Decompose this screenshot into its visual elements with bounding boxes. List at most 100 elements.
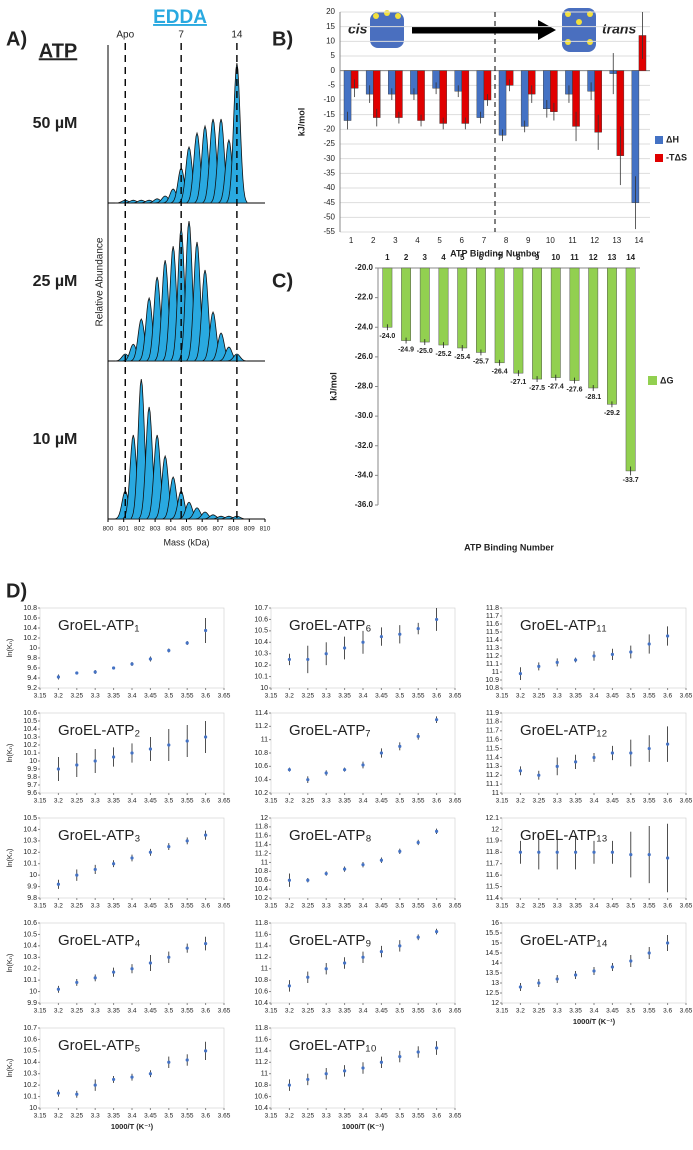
y-tick-label: 11.2: [255, 850, 268, 857]
data-point: [555, 850, 559, 854]
data-point: [610, 965, 615, 969]
y-tick-label: 11.7: [486, 728, 499, 735]
y-tick-label: 11: [261, 1071, 268, 1078]
y-tick-label: -15: [323, 110, 335, 119]
bar: [498, 70, 507, 136]
panel-label: C): [272, 270, 293, 292]
x-tick-label: 805: [181, 526, 192, 533]
y-tick-label: 15: [326, 22, 335, 31]
x-tick-label: 3.65: [449, 1113, 462, 1120]
x-tick-label: 3.35: [338, 798, 351, 805]
data-point: [647, 951, 651, 955]
value-label: -28.1: [585, 394, 601, 401]
y-tick-label: 10.7: [254, 605, 268, 612]
y-tick-label: 12.1: [485, 815, 499, 822]
y-tick-label: 11.8: [486, 605, 499, 612]
bar: [457, 267, 468, 349]
panel-title: GroEL-ATP₃: [58, 827, 141, 844]
x-tick-label: 3.2: [516, 1008, 525, 1015]
data-point: [112, 862, 116, 866]
data-point: [416, 734, 420, 738]
data-point: [167, 648, 171, 653]
y-tick-label: 13.5: [485, 970, 499, 977]
y-axis-label: ln(Kₙ): [5, 848, 14, 867]
y-tick-label: 10.2: [23, 966, 37, 973]
y-tick-label: -30: [323, 154, 335, 163]
y-tick-label: 9.9: [27, 766, 37, 773]
arrow: [412, 20, 556, 40]
y-tick-label: 11.8: [486, 849, 499, 856]
series-label: 50 µM: [33, 115, 78, 132]
y-tick-label: 11.5: [486, 883, 499, 890]
x-tick-label: 3.6: [201, 693, 210, 700]
value-label: -26.4: [492, 369, 508, 376]
x-tick-label: 3.3: [322, 903, 331, 910]
x-tick-label: 3.2: [54, 903, 63, 910]
y-tick-label: 10.4: [254, 886, 268, 893]
y-axis-label: Relative Abundance: [95, 237, 106, 326]
x-tick-label: 3.3: [553, 693, 562, 700]
y-tick-label: 11.4: [486, 754, 499, 761]
x-tick-label: 3.2: [285, 798, 294, 805]
x-tick-label: 3.2: [285, 903, 294, 910]
y-tick-label: 9.8: [27, 774, 37, 781]
x-tick-label: 3.35: [338, 1008, 351, 1015]
x-tick-label: 3: [423, 253, 428, 262]
y-tick-label: 10.6: [254, 763, 268, 770]
value-label: -27.5: [529, 385, 545, 392]
bar: [588, 267, 599, 389]
bar: [550, 267, 561, 378]
value-label: -33.7: [623, 477, 639, 484]
y-tick-label: 11.4: [486, 895, 499, 902]
x-tick-label: 11: [570, 253, 579, 262]
x-axis-label: ATP Binding Number: [450, 248, 540, 258]
y-tick-label: -35: [323, 168, 335, 177]
x-tick-label: 3.2: [285, 693, 294, 700]
data-point: [324, 967, 328, 971]
data-point: [574, 973, 578, 977]
x-tick-label: 3.15: [265, 903, 278, 910]
data-point: [185, 946, 189, 950]
y-tick-label: 10.4: [254, 777, 268, 784]
y-tick-label: 10.8: [23, 605, 37, 612]
y-tick-label: 15.5: [485, 930, 499, 937]
data-point: [343, 1069, 347, 1073]
x-tick-label: 3.65: [449, 693, 462, 700]
y-tick-label: 9.8: [27, 655, 37, 662]
x-tick-label: 5: [460, 253, 465, 262]
x-tick-label: 3.5: [626, 693, 635, 700]
data-point: [416, 626, 420, 631]
y-tick-label: 10.1: [23, 1093, 37, 1100]
x-axis-label: 1000/T (K⁻¹): [573, 1017, 616, 1026]
y-tick-label: 11.4: [255, 943, 268, 950]
data-point: [435, 617, 439, 622]
x-tick-label: 3.25: [301, 903, 314, 910]
y-tick-label: 10.3: [23, 838, 37, 845]
x-tick-label: 14: [634, 236, 643, 245]
y-tick-label: 10.4: [23, 943, 37, 950]
x-tick-label: 3.5: [626, 1008, 635, 1015]
bar: [439, 70, 447, 124]
x-tick-label: 3.45: [606, 798, 619, 805]
x-tick-label: 3.5: [395, 798, 404, 805]
y-tick-label: 10.1: [254, 673, 268, 680]
x-tick-label: 3.35: [107, 798, 120, 805]
annotation: trans: [602, 21, 636, 37]
y-tick-label: 10.4: [23, 726, 37, 733]
y-tick-label: 10.4: [254, 1000, 268, 1007]
y-tick-label: 9.9: [27, 1000, 37, 1007]
data-point: [204, 735, 208, 739]
y-tick-label: -28.0: [355, 382, 374, 391]
x-tick-label: 3.6: [432, 798, 441, 805]
x-tick-label: 3.25: [301, 693, 314, 700]
data-point: [555, 977, 559, 981]
y-tick-label: 9.6: [27, 665, 37, 672]
x-tick-label: 3.6: [201, 903, 210, 910]
y-tick-label: 11.6: [486, 737, 499, 744]
y-tick-label: 11.6: [486, 872, 499, 879]
x-tick-label: 7: [482, 236, 487, 245]
x-tick-label: 10: [546, 236, 555, 245]
data-point: [379, 949, 383, 954]
panel-title: GroEL-ATP₈: [289, 827, 372, 844]
data-point: [287, 657, 291, 662]
